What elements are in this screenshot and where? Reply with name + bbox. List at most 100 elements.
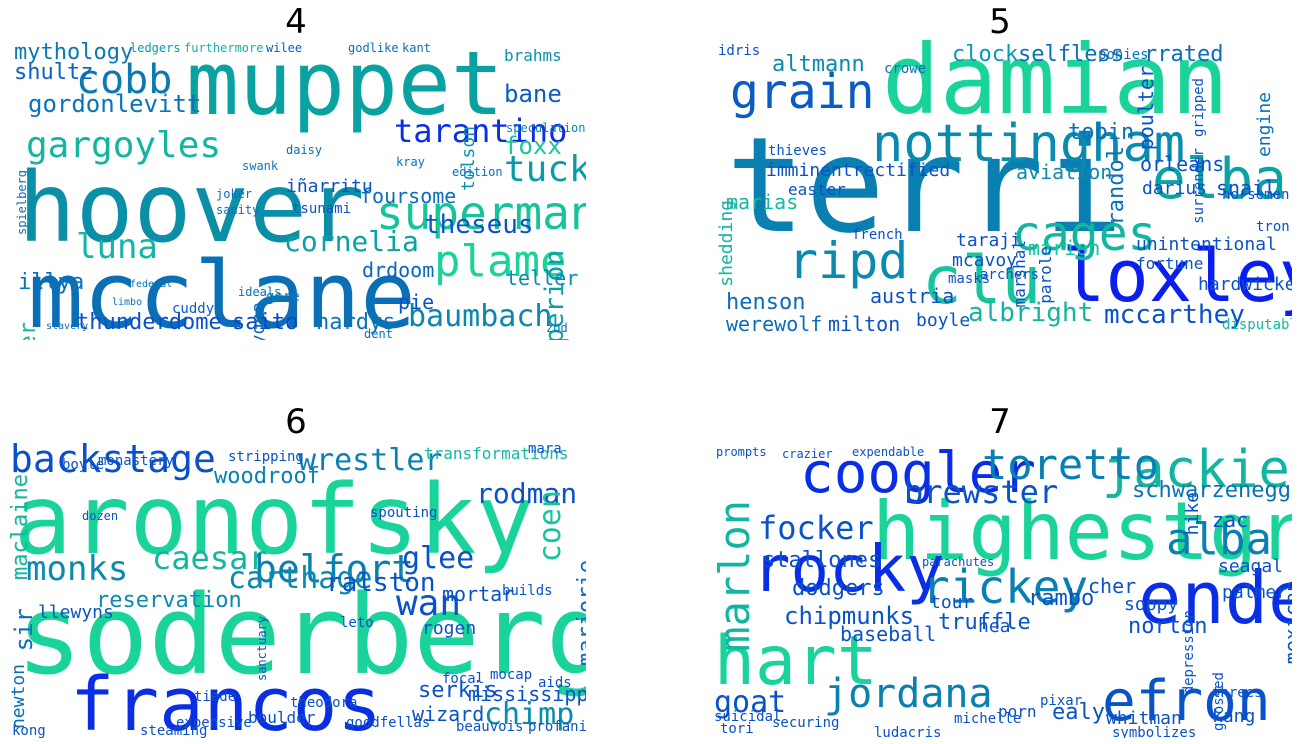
cloud-word: unintentional [1136, 234, 1277, 255]
cloud-word: rogen [422, 618, 477, 639]
cloud-word: imminentrectified [766, 160, 951, 181]
cloud-word: hea [978, 616, 1011, 637]
cloud-word: french [852, 227, 903, 243]
panel-title: 6 [285, 402, 307, 442]
cloud-word: expendable [852, 445, 925, 459]
cloud-word: kant [402, 41, 431, 55]
cloud-word: coogler [800, 441, 1037, 506]
cloud-word: rocky [752, 533, 945, 607]
cloud-word: soppy [1124, 594, 1179, 615]
cloud-word: grain [730, 64, 875, 120]
cloud-word: muppet [186, 40, 504, 135]
cloud-word: marjorie [574, 560, 586, 666]
cloud-word: shedding [716, 200, 737, 287]
cloud-word: whitman [1106, 708, 1182, 729]
cloud-word: federal [130, 279, 173, 290]
cloud-word: dodgers [792, 576, 885, 601]
cloud-word: toretto [982, 440, 1160, 489]
cloud-word: thieves [768, 143, 828, 159]
cloud-word: suicidal [714, 709, 782, 725]
cloud-word: cuddy [172, 301, 215, 317]
cloud-word: ripd [788, 232, 909, 290]
cloud-word: beauvois [456, 719, 524, 735]
cloud-word: saito [232, 310, 299, 335]
panel-title: 4 [285, 2, 307, 42]
cloud-word: marshal [1010, 240, 1029, 308]
cloud-word: clu [922, 242, 1042, 319]
cloud-word: joker [216, 187, 253, 201]
cloud-word: easter [788, 180, 846, 199]
panel-title: 7 [989, 402, 1011, 442]
cloud-word: hoover [18, 152, 365, 264]
cloud-word: henson [726, 290, 806, 315]
cloud-word: wilee [266, 41, 303, 55]
cloud-word: chipmunks [784, 602, 915, 630]
cloud-word: gargoyles [26, 125, 222, 166]
cloud-word: mythology [14, 40, 134, 65]
cloud-word: tiede [194, 689, 237, 705]
cloud-word: wrestler [298, 443, 443, 478]
cloud-word: mississippi [468, 682, 586, 706]
cloud-word: iñarritu [286, 176, 373, 197]
cloud-word: zac [1212, 508, 1249, 532]
cloud-word: parachutes [922, 555, 995, 569]
cloud-word: newton [8, 664, 29, 730]
cloud-word: highestgrossing [872, 485, 1292, 578]
cloud-word: tolson [458, 126, 479, 192]
cloud-word: tour [930, 592, 974, 613]
cloud-word: sanctuary [255, 616, 269, 682]
cloud-word: ender [1138, 556, 1292, 640]
cloud-word: kray [396, 155, 425, 169]
cloud-word: tarantino [394, 112, 568, 150]
cloud-word: bayona [248, 302, 269, 340]
cloud-word: selfless [1018, 42, 1124, 67]
cloud-word: brahms [504, 46, 562, 65]
word-cloud: cooglerhighestgrossinghartenderjackietor… [712, 440, 1292, 738]
cloud-word: austria [870, 284, 955, 308]
cloud-word: engine [1254, 92, 1275, 158]
cloud-word: poulter [1134, 66, 1158, 151]
cloud-word: carthage [228, 561, 373, 596]
cloud-word: altmann [772, 52, 865, 77]
cloud-word: ideals [238, 285, 282, 299]
cloud-word: limbo [112, 297, 143, 308]
cloud-word: chimp [484, 697, 575, 732]
cloud-word: surrender [1191, 148, 1207, 224]
cloud-word: superman [376, 186, 586, 240]
cloud-word: backstage [10, 440, 216, 481]
word-cloud: damianterriloxleynottinghamelbaclucagesr… [712, 40, 1292, 340]
cloud-word: ludacris [874, 725, 942, 738]
cloud-word: dent [364, 327, 393, 340]
cloud-word: glee [402, 541, 475, 576]
cloud-word: hart [714, 622, 878, 701]
cloud-word: theseus [424, 210, 534, 240]
cloud-word: porn [998, 702, 1037, 721]
word-cloud: aronofskysoderberghfrancos backstage wrest… [6, 440, 586, 738]
cloud-word: rickey [922, 560, 1089, 614]
cloud-word: mocap [490, 667, 533, 683]
cloud-word: soderbergh [16, 571, 586, 699]
cloud-word: coen [533, 490, 568, 563]
cloud-word: truffle [938, 610, 1031, 635]
cloud-word: leto [340, 615, 374, 631]
cloud-word: michelle [954, 711, 1022, 727]
cloud-word: stripping [228, 449, 304, 465]
cloud-word: tsunami [292, 201, 352, 217]
cloud-word: monastery [98, 453, 174, 469]
cloud-word: baseball [840, 622, 937, 646]
cloud-word: alba [1166, 514, 1272, 565]
cloud-word: theodora [290, 695, 358, 711]
cloud-word: focker [758, 509, 874, 547]
cloud-word: nottingham [872, 114, 1186, 174]
cloud-word: goat [714, 685, 787, 720]
cloud-word: pie [398, 290, 435, 314]
cloud-word: francos [70, 662, 382, 738]
cloud-word: fortune [1136, 254, 1204, 273]
cloud-word: efron [1102, 669, 1271, 734]
cloud-word: teller [506, 266, 579, 290]
cloud-word: serkis [418, 678, 498, 703]
cloud-word: furthermore [184, 41, 264, 55]
cloud-word: wan [396, 583, 462, 624]
cloud-word: mortar [442, 582, 515, 606]
cloud-word: tron [1256, 219, 1290, 235]
